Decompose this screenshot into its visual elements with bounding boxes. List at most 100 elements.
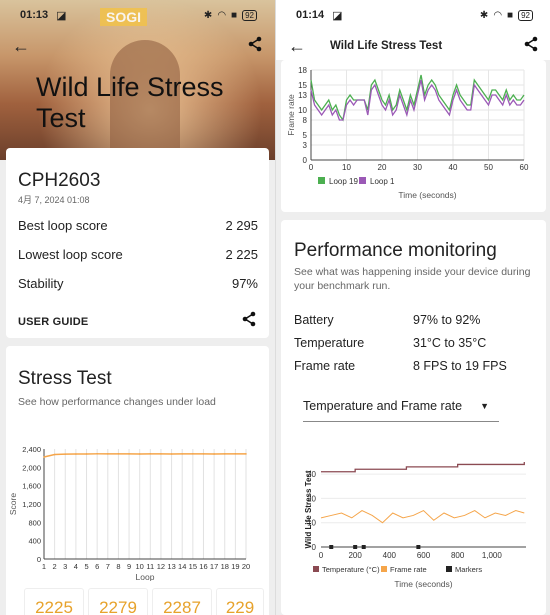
score-point <box>245 453 247 455</box>
bluetooth-icon: ✱ <box>203 9 213 21</box>
dropdown-value: Temperature and Frame rate <box>303 398 463 413</box>
battery-icon: 92 <box>242 9 257 21</box>
x-tick-label: 30 <box>413 163 422 172</box>
best-loop-label: Best loop score <box>18 218 108 233</box>
back-arrow-icon[interactable]: ← <box>288 35 306 56</box>
x-tick-label: 60 <box>520 163 529 172</box>
battery-value: 97% to 92% <box>413 313 481 327</box>
notification-icon: ◪ <box>56 9 67 22</box>
lowest-loop-value: 2 225 <box>225 247 258 262</box>
y-tick-label: 15 <box>298 81 307 90</box>
device-date: 4月 7, 2024 01:08 <box>18 195 90 205</box>
legend-swatch <box>359 177 366 184</box>
x-tick-label: 11 <box>146 562 154 571</box>
hero-character-image <box>110 40 180 160</box>
score-series-line <box>43 453 247 458</box>
device-name: CPH2603 <box>18 170 101 191</box>
score-point <box>192 453 194 455</box>
y-tick-label: 5 <box>303 131 308 140</box>
mute-icon: ■ <box>231 9 238 21</box>
score-point <box>106 453 109 455</box>
notification-icon: ◪ <box>332 9 343 22</box>
legend-label: Frame rate <box>390 565 427 574</box>
x-tick-label: 50 <box>484 163 493 172</box>
x-tick-label: 800 <box>451 551 465 560</box>
score-point <box>128 453 130 455</box>
user-guide-link[interactable]: USER GUIDE <box>18 316 89 328</box>
legend-swatch <box>381 566 387 572</box>
nav-title: Wild Life Stress Test <box>330 40 443 52</box>
x-tick-label: 2 <box>53 562 57 571</box>
battery-row: Battery 97% to 92% <box>294 313 534 327</box>
legend-label: Markers <box>455 565 482 574</box>
frame-rate-card: 0 3 5 8 10 13 15 18 0 10 20 30 40 50 60 Frame rate Loop … <box>281 60 546 212</box>
x-tick-label: 20 <box>242 562 250 571</box>
x-tick-label: 600 <box>417 551 431 560</box>
score-point <box>43 456 45 458</box>
device-card: CPH2603 4月 7, 2024 01:08 Best loop score… <box>6 148 269 338</box>
score-point <box>85 453 88 455</box>
stress-title: Stress Test <box>18 368 112 389</box>
x-tick-label: 6 <box>95 562 99 571</box>
y-axis-label: Frame rate <box>286 94 296 136</box>
page-title-line2: Test <box>36 103 86 133</box>
score-point <box>170 453 173 455</box>
share-icon[interactable] <box>241 311 257 332</box>
y-tick-label: 1,600 <box>22 482 41 491</box>
y-tick-label: 13 <box>298 91 307 100</box>
x-tick-label: 13 <box>167 562 175 571</box>
score-point <box>96 453 98 455</box>
x-tick-label: 15 <box>189 562 197 571</box>
x-tick-label: 4 <box>74 562 78 571</box>
x-tick-label: 7 <box>106 562 110 571</box>
stability-row: Stability 97% <box>18 276 258 291</box>
right-screen: 01:14 ◪ ✱ ◠ ■ 92 ← Wild Life Stress Test… <box>275 0 550 615</box>
status-time: 01:13 <box>20 9 49 21</box>
wifi-icon: ◠ <box>493 9 503 21</box>
loop-score-box[interactable]: 229 <box>216 588 264 615</box>
monitoring-chart: 0 10 20 30 0 200 400 600 800 1,000 Wild Life Stres… <box>304 462 526 589</box>
y-tick-label: 10 <box>307 519 316 528</box>
loop-score-box[interactable]: 2279 <box>88 588 148 615</box>
battery-icon: 92 <box>518 9 533 21</box>
loop-score-box[interactable]: 2225 <box>24 588 84 615</box>
series-line-loop1 <box>310 79 525 121</box>
watermark-logo: SOGI <box>100 8 148 26</box>
status-bar: 01:14 ◪ ✱ ◠ ■ 92 <box>276 0 550 30</box>
y-tick-label: 0 <box>37 555 41 564</box>
score-point <box>234 453 237 455</box>
battery-label: Battery <box>294 313 334 327</box>
legend-label: Loop 19 <box>329 177 358 186</box>
x-tick-label: 8 <box>116 562 120 571</box>
x-tick-label: 3 <box>63 562 67 571</box>
status-time: 01:14 <box>296 9 325 21</box>
x-tick-label: 10 <box>342 163 351 172</box>
temperature-label: Temperature <box>294 336 365 350</box>
marker-point <box>416 545 421 549</box>
perf-subtitle: See what was happening inside your devic… <box>294 266 531 292</box>
chart-title: Wild Life Stress Test <box>304 470 313 548</box>
chart-type-dropdown[interactable]: Temperature and Frame rate ▼ <box>303 390 499 422</box>
x-axis-label: Loop <box>136 572 155 581</box>
y-tick-label: 0 <box>312 543 317 552</box>
share-icon[interactable] <box>523 36 539 57</box>
wifi-icon: ◠ <box>217 9 227 21</box>
y-tick-label: 1,200 <box>22 500 41 509</box>
lowest-loop-row: Lowest loop score 2 225 <box>18 247 258 262</box>
legend-label: Temperature (°C) <box>322 565 380 574</box>
status-icons: ✱ ◠ ■ 92 <box>203 9 257 21</box>
stress-test-card: Stress Test See how performance changes … <box>6 346 269 615</box>
y-tick-label: 20 <box>307 494 316 503</box>
x-tick-label: 5 <box>84 562 88 571</box>
loop-score-box[interactable]: 2287 <box>152 588 212 615</box>
score-point <box>223 453 226 455</box>
frame-rate-line <box>320 509 525 524</box>
share-icon[interactable] <box>247 36 263 57</box>
x-tick-label: 12 <box>157 562 165 571</box>
score-point <box>160 453 162 455</box>
marker-point <box>353 545 358 549</box>
frame-rate-label: Frame rate <box>294 359 356 373</box>
performance-monitoring-card: Performance monitoring See what was happ… <box>281 220 546 615</box>
back-arrow-icon[interactable]: ← <box>12 35 30 56</box>
